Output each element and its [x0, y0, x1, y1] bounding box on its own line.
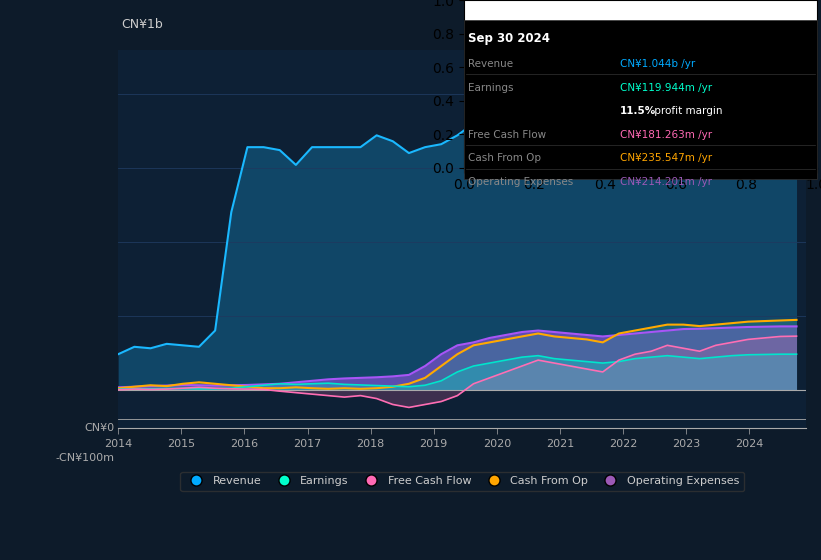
Legend: Revenue, Earnings, Free Cash Flow, Cash From Op, Operating Expenses: Revenue, Earnings, Free Cash Flow, Cash …: [181, 472, 744, 491]
Text: Revenue: Revenue: [468, 59, 513, 69]
Text: Sep 30 2024: Sep 30 2024: [468, 32, 550, 45]
Text: CN¥181.263m /yr: CN¥181.263m /yr: [620, 130, 712, 140]
Text: 11.5%: 11.5%: [620, 106, 656, 116]
Text: Cash From Op: Cash From Op: [468, 153, 541, 164]
Text: CN¥1.044b /yr: CN¥1.044b /yr: [620, 59, 695, 69]
Text: CN¥235.547m /yr: CN¥235.547m /yr: [620, 153, 712, 164]
Text: CN¥0: CN¥0: [85, 423, 115, 433]
Text: profit margin: profit margin: [651, 106, 722, 116]
Text: Free Cash Flow: Free Cash Flow: [468, 130, 546, 140]
Text: CN¥1b: CN¥1b: [122, 17, 163, 31]
Text: CN¥214.201m /yr: CN¥214.201m /yr: [620, 177, 712, 187]
Text: Earnings: Earnings: [468, 83, 513, 93]
Text: CN¥119.944m /yr: CN¥119.944m /yr: [620, 83, 712, 93]
Text: -CN¥100m: -CN¥100m: [56, 452, 115, 463]
Text: Operating Expenses: Operating Expenses: [468, 177, 573, 187]
